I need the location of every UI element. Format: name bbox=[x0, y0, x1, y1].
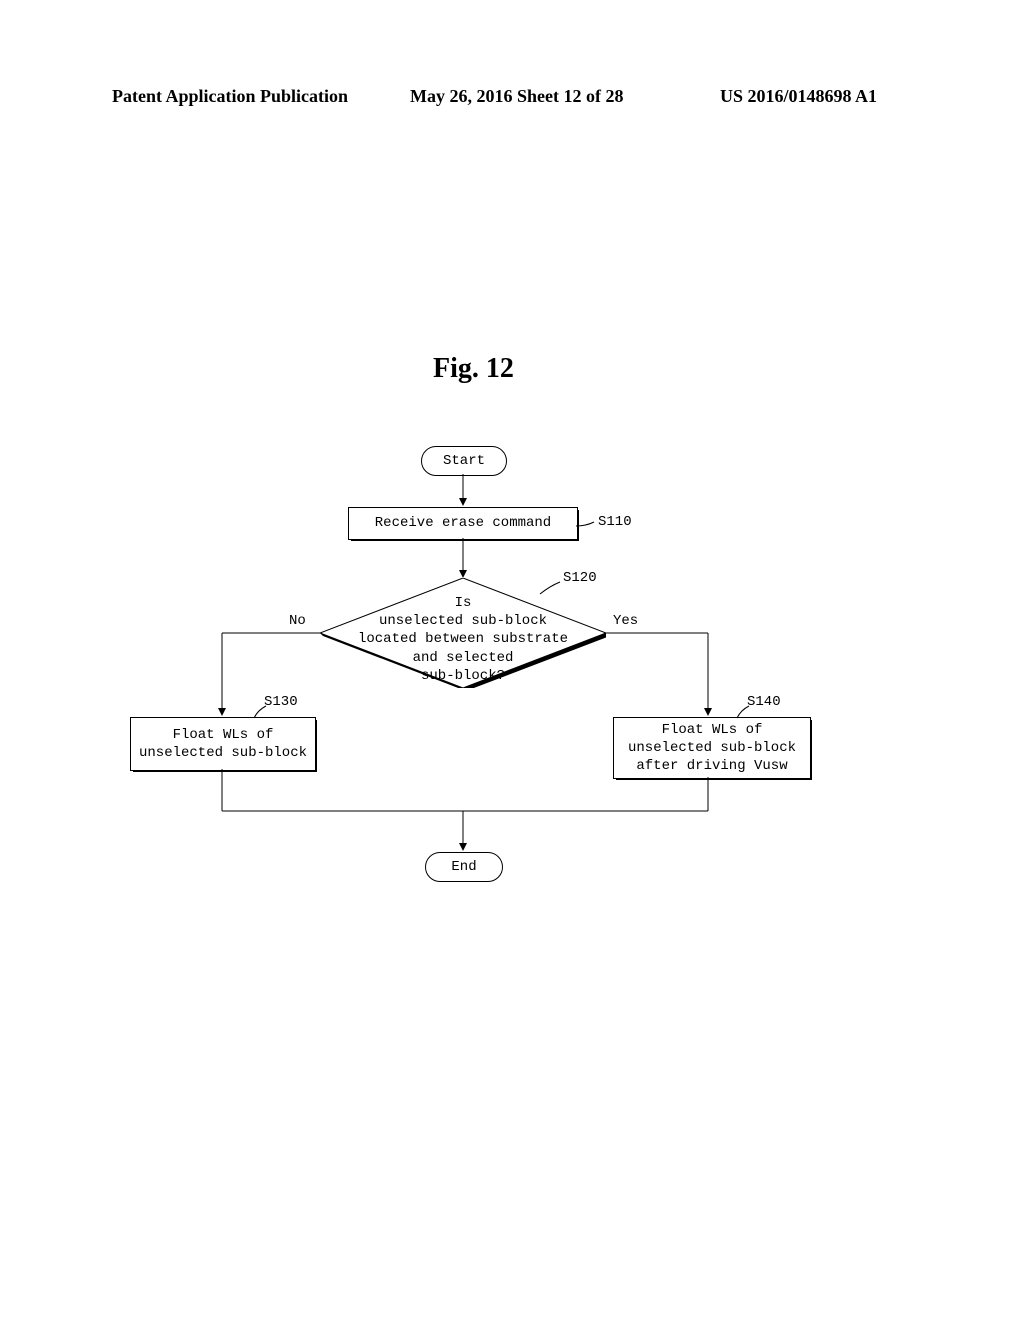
s120-label: Is unselected sub-block located between … bbox=[320, 594, 606, 685]
header-right: US 2016/0148698 A1 bbox=[720, 86, 877, 107]
s130-label: Float WLs of unselected sub-block bbox=[139, 726, 307, 762]
end-node: End bbox=[425, 852, 503, 882]
start-label: Start bbox=[443, 452, 485, 470]
arrow-s110-s120 bbox=[459, 538, 469, 580]
figure-title: Fig. 12 bbox=[433, 353, 514, 385]
header-left: Patent Application Publication bbox=[112, 86, 348, 107]
no-label: No bbox=[289, 613, 306, 629]
arrow-start-s110 bbox=[459, 474, 469, 508]
s140-step: S140 bbox=[747, 694, 781, 710]
s120-step: S120 bbox=[563, 570, 597, 586]
arrow-merge-end bbox=[459, 811, 469, 853]
s130-node: Float WLs of unselected sub-block bbox=[130, 717, 316, 771]
s140-label: Float WLs of unselected sub-block after … bbox=[628, 721, 796, 776]
s140-leader bbox=[735, 706, 751, 720]
s110-step: S110 bbox=[598, 514, 632, 530]
end-label: End bbox=[451, 858, 476, 876]
yes-label: Yes bbox=[613, 613, 638, 629]
arrow-s120-s140 bbox=[604, 632, 714, 718]
start-node: Start bbox=[421, 446, 507, 476]
s110-label: Receive erase command bbox=[375, 514, 551, 532]
s130-leader bbox=[252, 706, 268, 720]
s110-node: Receive erase command bbox=[348, 507, 578, 540]
s130-step: S130 bbox=[264, 694, 298, 710]
header-center: May 26, 2016 Sheet 12 of 28 bbox=[410, 86, 623, 107]
